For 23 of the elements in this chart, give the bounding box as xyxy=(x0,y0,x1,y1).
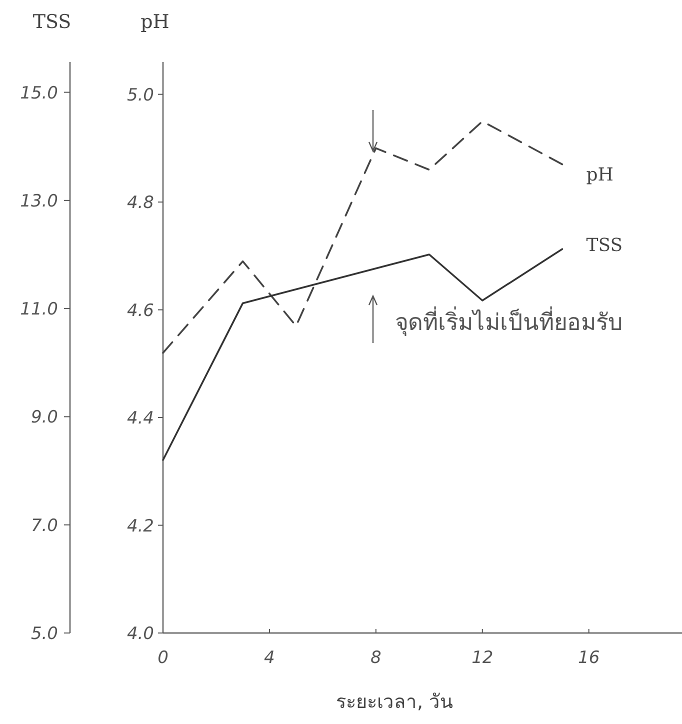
y2-tick-label: 11.0 xyxy=(20,300,58,320)
y-tick-label: 4.6 xyxy=(126,300,154,321)
y-tick-label: 4.2 xyxy=(126,516,154,536)
x-tick-label: 0 xyxy=(158,648,168,668)
y-tick-label: 5.0 xyxy=(126,85,154,106)
y-tick-label: 4.0 xyxy=(126,624,154,644)
series-label: TSS xyxy=(586,235,623,256)
y-tick-label: 4.4 xyxy=(126,408,154,429)
y2-tick-label: 7.0 xyxy=(30,516,58,536)
y-axis-title: pH xyxy=(140,11,170,33)
y2-axis-title: TSS xyxy=(32,11,72,33)
annotation: จุดที่เริ่มไม่เป็นที่ยอมรับ xyxy=(395,306,623,336)
y2-tick-label: 5.0 xyxy=(30,624,58,644)
x-tick-label: 8 xyxy=(370,648,382,668)
x-tick-label: 12 xyxy=(472,648,494,668)
y2-tick-label: 9.0 xyxy=(30,408,58,428)
y2-tick-label: 13.0 xyxy=(20,191,58,212)
x-tick-label: 4 xyxy=(264,648,275,668)
x-axis-title: ระยะเวลา, วัน xyxy=(336,691,454,713)
series-label: pH xyxy=(586,164,614,186)
x-tick-label: 16 xyxy=(578,648,600,668)
y2-tick-label: 15.0 xyxy=(20,83,58,104)
y-tick-label: 4.8 xyxy=(126,193,154,214)
